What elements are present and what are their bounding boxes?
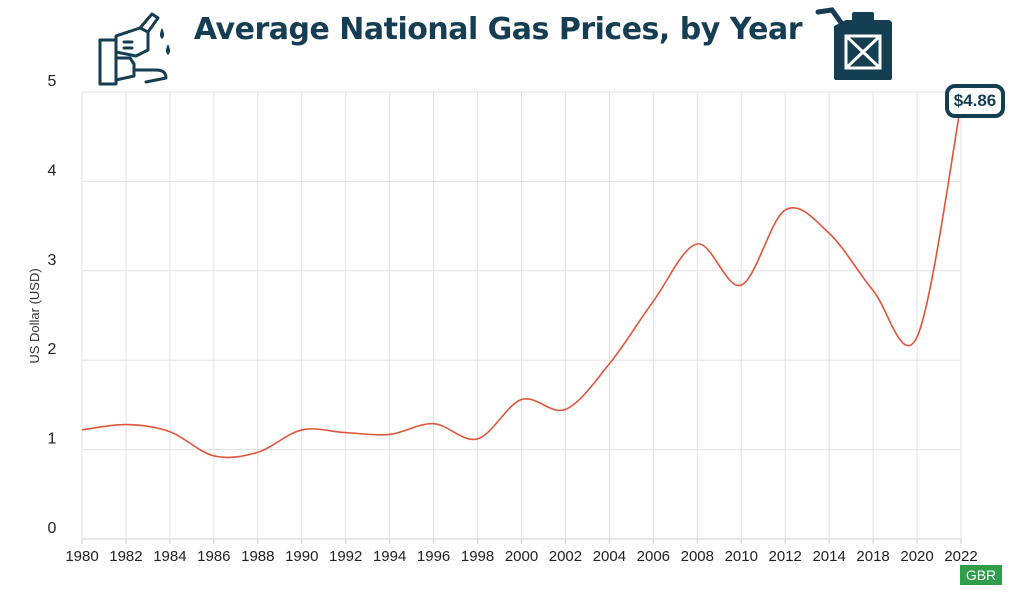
- x-tick-label: 1982: [109, 548, 142, 565]
- x-tick-label: 2010: [725, 548, 758, 565]
- gas-pump-nozzle-icon: [98, 12, 170, 86]
- x-tick-label: 2004: [593, 548, 626, 565]
- y-axis-label: US Dollar (USD): [27, 268, 42, 363]
- jerry-can-icon: [815, 7, 892, 80]
- x-tick-label: 2022: [944, 548, 977, 565]
- brand-logo: GBR: [960, 565, 1002, 585]
- x-tick-label: 2008: [681, 548, 714, 565]
- x-tick-label: 2012: [769, 548, 802, 565]
- x-tick-label: 1992: [329, 548, 362, 565]
- x-tick-label: 2006: [637, 548, 670, 565]
- y-tick-label: 4: [48, 162, 57, 179]
- x-tick-label: 1988: [241, 548, 274, 565]
- series-line: [81, 104, 962, 459]
- y-tick-label: 2: [48, 341, 57, 358]
- x-tick-label: 2020: [900, 548, 933, 565]
- x-tick-label: 1984: [153, 548, 186, 565]
- y-tick-label: 1: [48, 431, 57, 448]
- x-tick-label: 2002: [549, 548, 582, 565]
- x-tick-label: 1980: [65, 548, 98, 565]
- y-tick-label: 5: [48, 73, 57, 90]
- x-tick-label: 2014: [812, 548, 845, 565]
- y-tick-label: 3: [48, 252, 57, 269]
- x-tick-label: 2018: [856, 548, 889, 565]
- x-tick-label: 1990: [285, 548, 318, 565]
- x-tick-label: 1998: [461, 548, 494, 565]
- chart-title: Average National Gas Prices, by Year: [193, 12, 803, 47]
- x-tick-label: 2000: [505, 548, 538, 565]
- x-tick-label: 1996: [417, 548, 450, 565]
- latest-value-badge: $4.86: [945, 84, 1005, 118]
- x-tick-label: 1994: [373, 548, 406, 565]
- x-tick-label: 1986: [197, 548, 230, 565]
- y-tick-label: 0: [48, 520, 57, 537]
